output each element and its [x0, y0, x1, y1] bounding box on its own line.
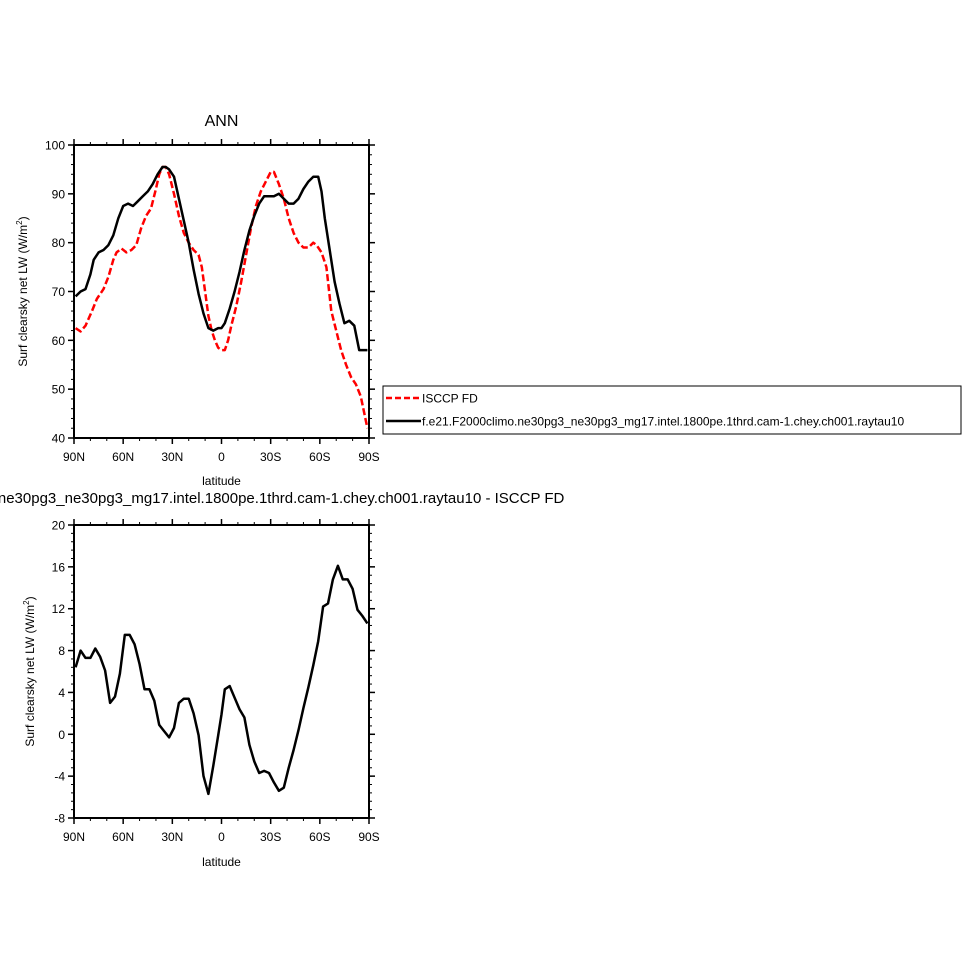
- top-x-tick-label: 90S: [358, 450, 379, 464]
- top-x-tick-label: 0: [218, 450, 225, 464]
- bottom-series-line-0: [74, 564, 369, 796]
- bottom-axes: 90N 60N 30N 0 30S 60S 90S -8 -4 0 4 8 12 16 20: [52, 519, 380, 845]
- legend-label-isccp: ISCCP FD: [422, 392, 478, 406]
- bottom-series-layer: [74, 564, 369, 796]
- bottom-x-tick-label: 90S: [358, 830, 379, 844]
- bottom-y-tick-label: 4: [58, 686, 65, 700]
- bottom-x-tick-label: 90N: [63, 830, 85, 844]
- bottom-y-axis-label: Surf clearsky net LW (W/m2): [22, 596, 37, 746]
- top-y-axis-label: Surf clearsky net LW (W/m2): [15, 216, 30, 366]
- bottom-x-tick-label: 60S: [309, 830, 330, 844]
- top-x-tick-label: 60N: [112, 450, 134, 464]
- bottom-panel: f.e21.F2000climo.ne30pg3_ne30pg3_mg17.in…: [0, 490, 565, 869]
- bottom-x-axis-label: latitude: [202, 855, 241, 869]
- top-series-line-0: [74, 165, 369, 429]
- top-y-tick-label: 70: [52, 285, 66, 299]
- bottom-x-tick-label: 30S: [260, 830, 281, 844]
- bottom-y-tick-label: 8: [58, 644, 65, 658]
- top-y-tick-label: 40: [52, 432, 66, 446]
- top-x-tick-label: 30S: [260, 450, 281, 464]
- top-series-line-1: [74, 165, 368, 352]
- top-x-tick-label: 60S: [309, 450, 330, 464]
- top-axes: 90N 60N 30N 0 30S 60S 90S 40 50 60 70 80 90 100: [45, 139, 380, 465]
- top-y-tick-label: 50: [52, 383, 66, 397]
- bottom-y-tick-label: 0: [58, 728, 65, 742]
- bottom-y-tick-label: 20: [52, 519, 66, 533]
- top-y-tick-label: 90: [52, 187, 66, 201]
- bottom-y-tick-label: -4: [54, 770, 65, 784]
- top-chart-title: ANN: [205, 113, 239, 130]
- bottom-y-tick-label: -8: [54, 812, 65, 826]
- bottom-x-tick-label: 60N: [112, 830, 134, 844]
- bottom-x-tick-label: 0: [218, 830, 225, 844]
- bottom-chart-title: f.e21.F2000climo.ne30pg3_ne30pg3_mg17.in…: [0, 490, 565, 507]
- legend-label-model: f.e21.F2000climo.ne30pg3_ne30pg3_mg17.in…: [422, 415, 904, 429]
- top-x-axis-label: latitude: [202, 474, 241, 488]
- bottom-plot-frame: [73, 524, 370, 819]
- bottom-y-tick-label: 12: [52, 602, 66, 616]
- bottom-y-tick-label: 16: [52, 560, 66, 574]
- bottom-x-tick-label: 30N: [161, 830, 183, 844]
- top-y-tick-label: 60: [52, 334, 66, 348]
- top-x-tick-label: 90N: [63, 450, 85, 464]
- top-y-tick-label: 100: [45, 139, 65, 153]
- top-x-tick-label: 30N: [161, 450, 183, 464]
- top-panel: ANN 90N 60N 30N 0 30S 60S 90S 40 50 60 70 80 90 100 l…: [15, 113, 962, 488]
- top-plot-frame: [73, 144, 370, 439]
- top-series-layer: [74, 165, 369, 429]
- legend-box: [382, 385, 962, 435]
- legend: ISCCP FD f.e21.F2000climo.ne30pg3_ne30pg…: [382, 385, 962, 435]
- top-y-tick-label: 80: [52, 236, 66, 250]
